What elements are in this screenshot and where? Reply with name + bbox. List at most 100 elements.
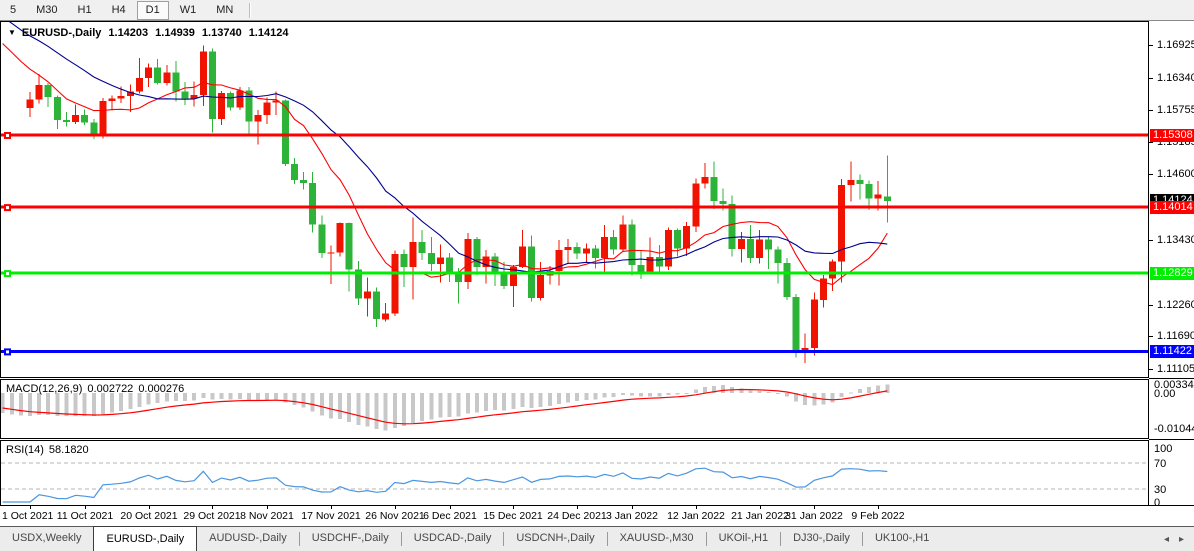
chart-tab-usdchf[interactable]: USDCHF-,Daily [311,532,389,544]
rsi-value: 58.1820 [48,444,89,456]
price-axis-label: 1.11105 [1157,363,1194,375]
date-axis-label: 12 Jan 2022 [667,510,725,522]
macd-indicator-panel[interactable]: MACD(12,26,9) 0.002722 0.000276 [0,379,1149,439]
rsi-axis-label: 0 [1154,497,1161,509]
rsi-indicator-panel[interactable]: RSI(14) 58.1820 [0,440,1149,506]
macd-histogram [1,384,890,431]
macd-signal-line [2,388,888,425]
candles-group [26,45,891,364]
timeframe-button-mn[interactable]: MN [216,3,234,16]
price-axis-tick [1149,110,1153,111]
date-axis-tick [149,506,150,509]
chart-tab-eurusd[interactable]: EURUSD-,Daily [93,526,198,551]
date-axis-tick [632,506,633,509]
tab-divider [503,532,505,546]
date-axis-tick [696,506,697,509]
price-axis-tick [1149,369,1153,370]
chart-title: ▼ EURUSD-,Daily 1.14203 1.14939 1.13740 1.141… [8,27,288,39]
tab-scroll-right-icon[interactable]: ▸ [1178,533,1184,545]
chart-tab-uk100[interactable]: UK100-,H1 [874,532,930,544]
timeframe-button-d1[interactable]: D1 [136,0,169,20]
date-axis-tick [395,506,396,509]
price-axis-tick [1149,45,1153,46]
ohlc-open: 1.14203 [108,27,149,39]
timeframe-button-5[interactable]: 5 [10,3,17,16]
rsi-name: RSI(14) [6,444,44,456]
tab-divider [298,532,300,546]
tab-divider [705,532,707,546]
date-axis-label: 17 Nov 2021 [301,510,361,522]
tab-divider [861,532,863,546]
panel-splitter [1149,378,1194,379]
rsi-line [2,467,888,503]
chart-tab-usdcnh[interactable]: USDCNH-,Daily [516,532,595,544]
timeframe-button-h4[interactable]: H4 [111,3,126,16]
ohlc-high: 1.14939 [155,27,195,39]
price-axis-label: 1.16340 [1157,72,1194,84]
date-axis-label: 8 Nov 2021 [240,510,294,522]
date-axis-tick [85,506,86,509]
date-axis-tick [577,506,578,509]
date-axis-label: 15 Dec 2021 [483,510,543,522]
rsi-label: RSI(14) 58.1820 [6,444,94,456]
chart-tab-ukoil[interactable]: UKOil-,H1 [718,532,769,544]
ohlc-close: 1.14124 [248,27,289,39]
price-axis-tick [1149,142,1153,143]
price-axis-label: 1.16925 [1157,39,1194,51]
date-axis-tick [760,506,761,509]
price-chart-panel[interactable]: ▼ EURUSD-,Daily 1.14203 1.14939 1.13740 1.141… [0,21,1149,378]
price-axis-label: 1.13430 [1157,234,1194,246]
tab-scroll-arrows: ◂ ▸ [1154,527,1194,551]
macd-signal-value: 0.000276 [138,383,185,395]
price-axis[interactable]: 1.16925 1.16340 1.15755 1.15185 1.14600 1.134… [1149,21,1194,509]
chart-tab-bar: USDX,Weekly EURUSD-,Daily AUDUSD-,Daily USD… [0,526,1194,551]
date-axis[interactable]: 1 Oct 2021 11 Oct 2021 20 Oct 2021 29 Oct 2… [0,506,1194,526]
chart-tab-xauusd[interactable]: XAUUSD-,M30 [619,532,694,544]
chart-tab-audusd[interactable]: AUDUSD-,Daily [209,532,287,544]
price-axis-tick [1149,240,1153,241]
collapse-triangle-icon[interactable]: ▼ [8,28,16,37]
chart-tab-dj30[interactable]: DJ30-,Daily [793,532,850,544]
price-axis-label: 1.11690 [1157,330,1194,342]
level-price-label: 1.14014 [1150,201,1194,214]
chart-tab-usdcad[interactable]: USDCAD-,Daily [413,532,492,544]
timeframe-button-h1[interactable]: H1 [77,3,92,16]
date-axis-tick [450,506,451,509]
date-axis-label: 11 Oct 2021 [56,510,114,522]
ohlc-low: 1.13740 [201,27,242,39]
price-chart-canvas[interactable] [1,22,1148,377]
date-axis-label: 9 Feb 2022 [851,510,905,522]
macd-axis-label: 0.003348 [1154,379,1194,391]
macd-axis-label: 0.00 [1154,388,1176,400]
date-axis-tick [212,506,213,509]
timeframe-button-w1[interactable]: W1 [179,3,197,16]
chart-tab-usdx[interactable]: USDX,Weekly [12,532,82,544]
ma-slow-line [9,22,888,273]
rsi-axis-label: 100 [1154,443,1173,455]
rsi-axis-label: 70 [1154,458,1167,470]
date-axis-tick [267,506,268,509]
rsi-canvas[interactable] [1,441,1148,505]
macd-name: MACD(12,26,9) [6,383,83,395]
price-axis-label: 1.15755 [1157,104,1194,116]
rsi-axis-label: 30 [1154,484,1167,496]
date-axis-tick [331,506,332,509]
timeframe-button-m30[interactable]: M30 [36,3,58,16]
chart-symbol-label: EURUSD-,Daily [21,27,102,39]
date-axis-label: 24 Dec 2021 [547,510,607,522]
tab-divider [606,532,608,546]
date-axis-label: 20 Oct 2021 [120,510,178,522]
price-axis-label: 1.14600 [1157,168,1194,180]
macd-main-value: 0.002722 [87,383,134,395]
ma-fast-line [2,43,888,286]
date-axis-tick [878,506,879,509]
date-axis-label: 31 Jan 2022 [785,510,843,522]
tab-scroll-left-icon[interactable]: ◂ [1163,533,1169,545]
date-axis-label: 29 Oct 2021 [183,510,241,522]
timeframe-toolbar: 5 M30 H1 H4 D1 W1 MN [0,0,1194,21]
date-axis-label: 26 Nov 2021 [365,510,425,522]
toolbar-separator [249,2,252,18]
price-axis-label: 1.12260 [1157,299,1194,311]
macd-canvas[interactable] [1,380,1148,438]
